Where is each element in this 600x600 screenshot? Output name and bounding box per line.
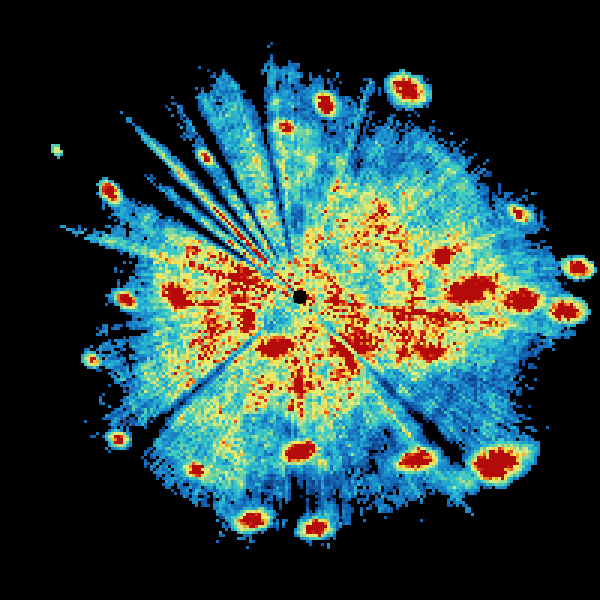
reflectivity-heatmap-canvas: [0, 0, 600, 600]
radar-display: [0, 0, 600, 600]
